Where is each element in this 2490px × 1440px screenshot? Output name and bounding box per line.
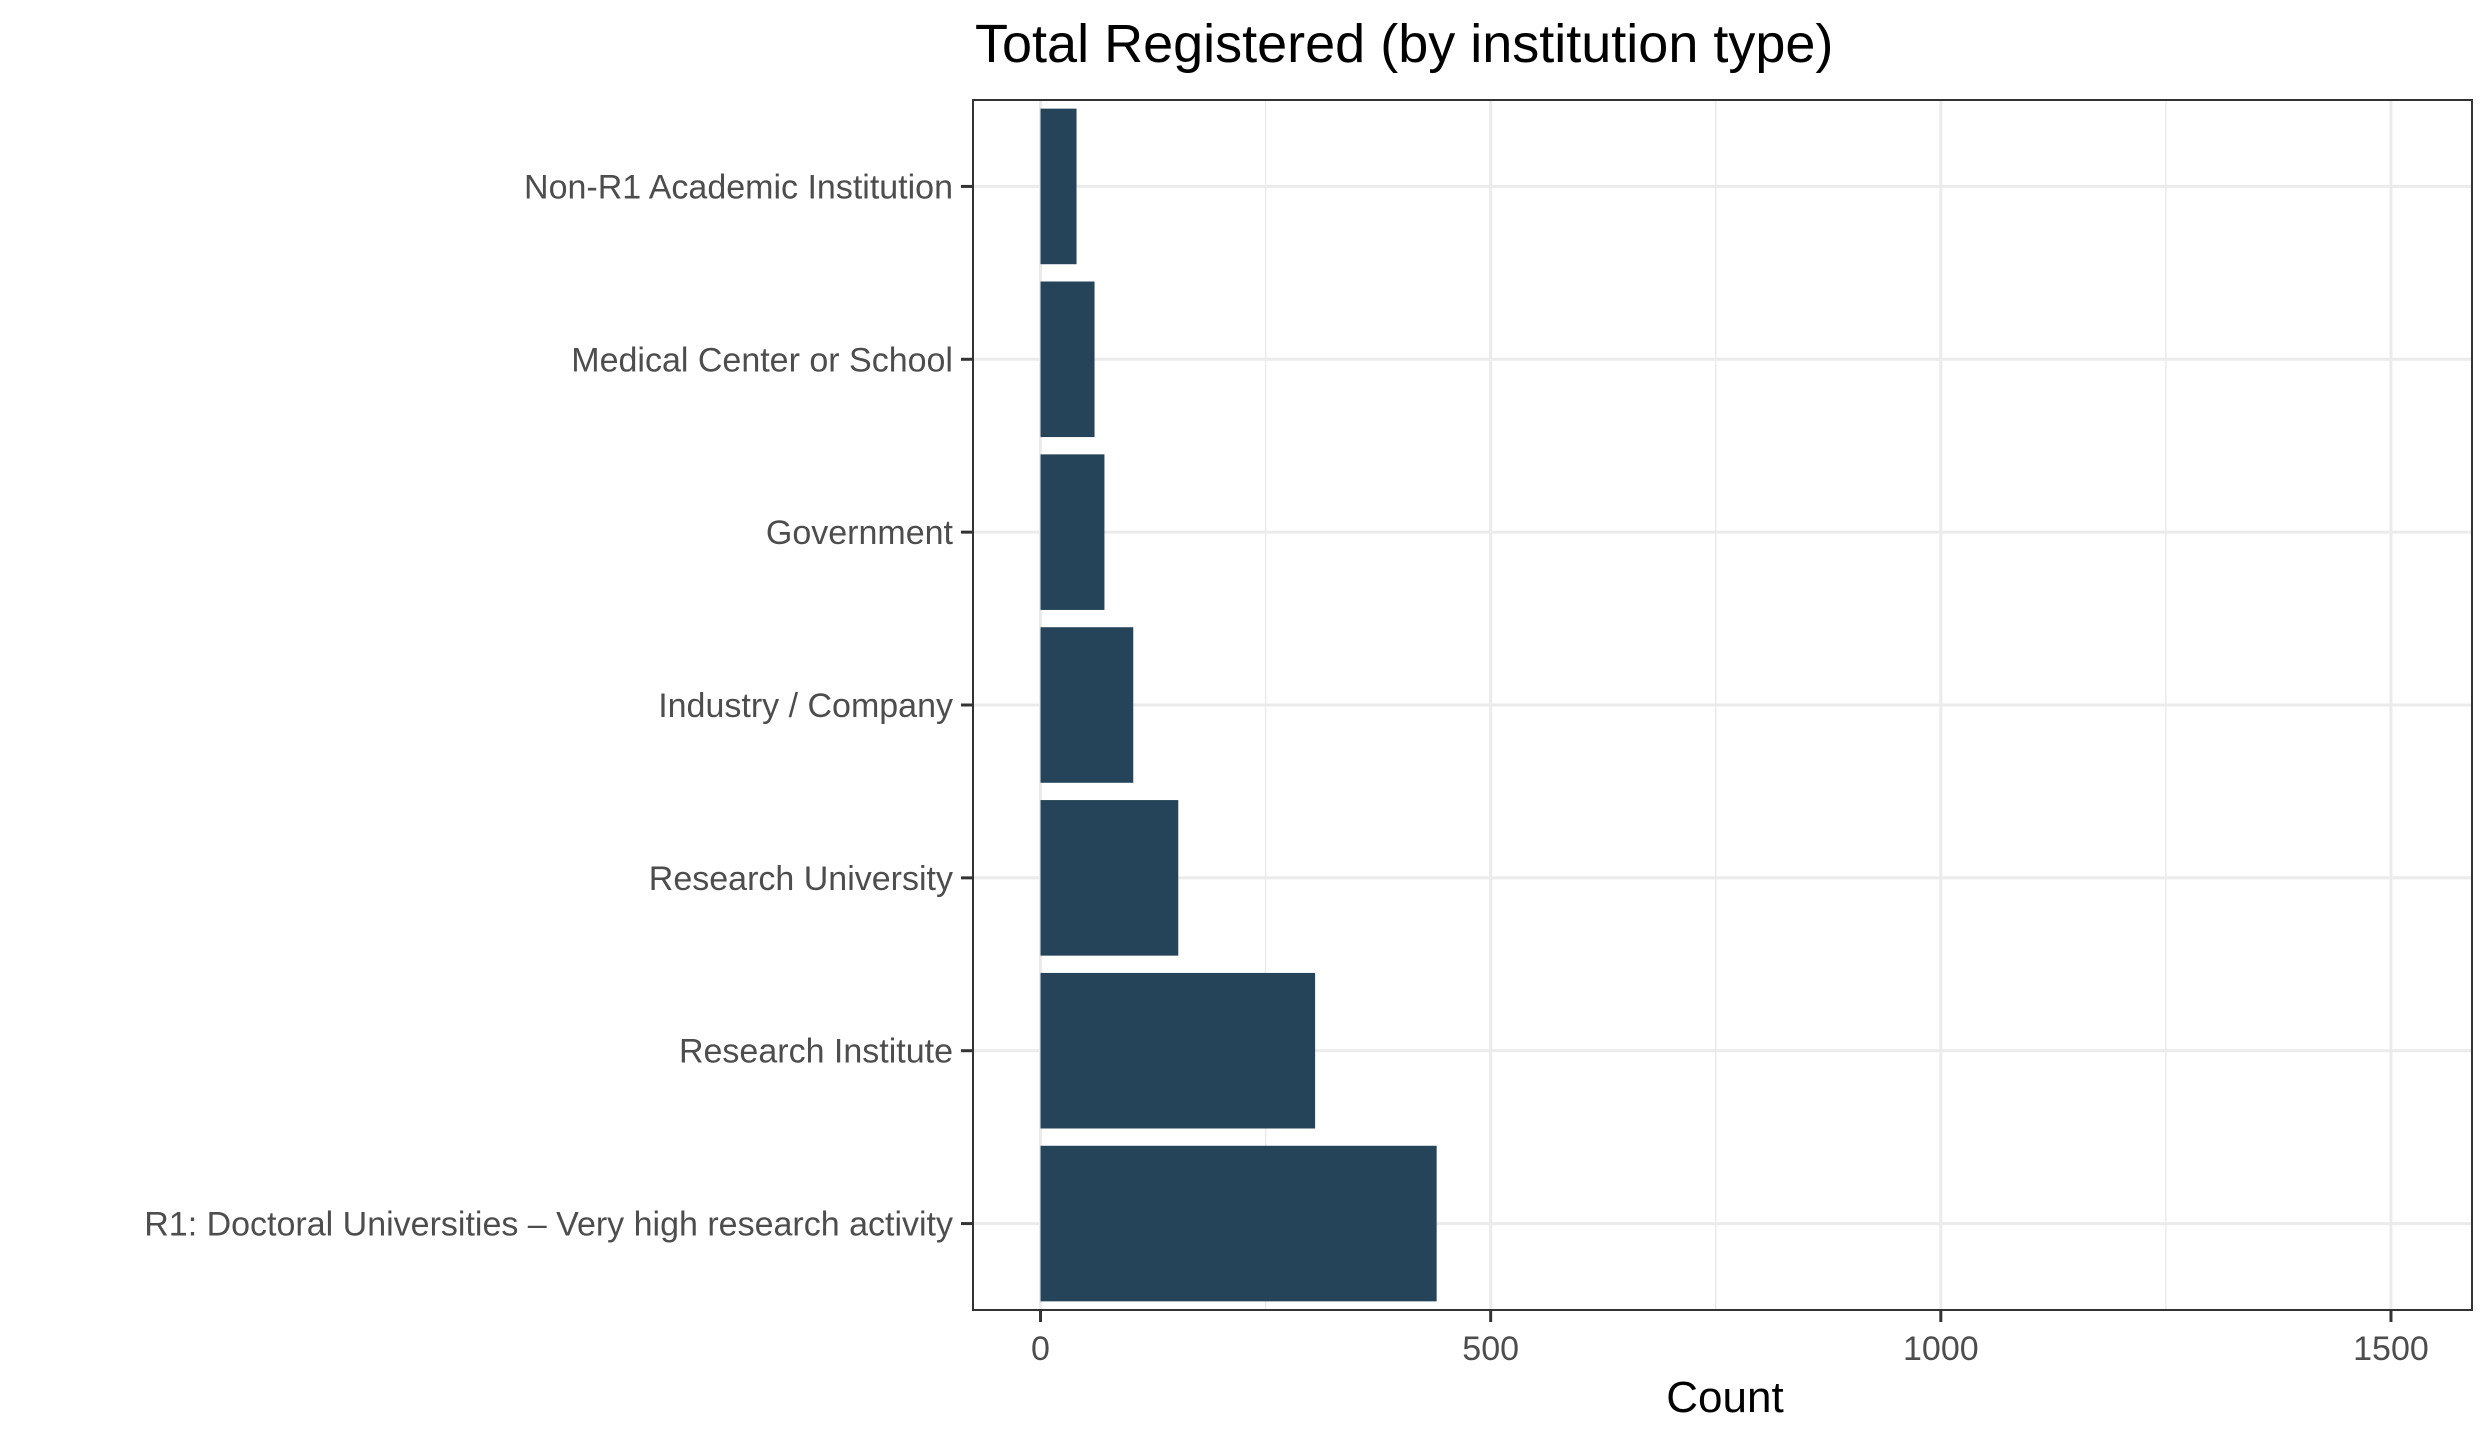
y-tick-label: Research University <box>649 860 953 898</box>
bar <box>1041 109 1077 265</box>
x-axis-label: Count <box>1666 1373 1783 1422</box>
bar <box>1041 800 1179 956</box>
chart-title: Total Registered (by institution type) <box>975 14 1833 74</box>
y-tick-label: Non-R1 Academic Institution <box>524 168 953 206</box>
bar <box>1041 627 1134 783</box>
y-tick-label: R1: Doctoral Universities – Very high re… <box>144 1206 953 1244</box>
x-tick-label: 1500 <box>2353 1330 2429 1368</box>
x-axis: 0 500 1000 1500 <box>1031 1310 2429 1368</box>
x-tick-label: 0 <box>1031 1330 1050 1368</box>
y-tick-label: Industry / Company <box>658 687 953 725</box>
bar <box>1041 973 1316 1129</box>
x-tick-label: 500 <box>1462 1330 1519 1368</box>
bar <box>1041 1146 1437 1302</box>
y-tick-label: Government <box>766 514 954 552</box>
y-axis: Non-R1 Academic Institution Medical Cente… <box>144 168 973 1243</box>
y-tick-label: Research Institute <box>679 1033 953 1071</box>
bar <box>1041 282 1095 438</box>
bar <box>1041 454 1105 610</box>
x-tick-label: 1000 <box>1903 1330 1979 1368</box>
y-tick-label: Medical Center or School <box>571 341 953 379</box>
